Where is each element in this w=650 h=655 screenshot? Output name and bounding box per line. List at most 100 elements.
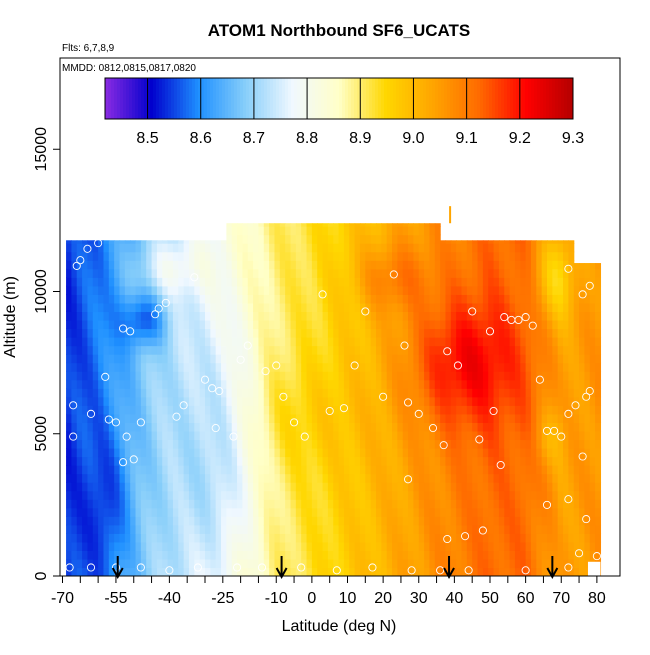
heatmap-cell bbox=[274, 430, 281, 441]
heatmap-cell bbox=[98, 345, 105, 355]
heatmap-cell bbox=[466, 388, 473, 398]
heatmap-cell bbox=[114, 277, 121, 287]
heatmap-cell bbox=[279, 294, 286, 304]
heatmap-cell bbox=[568, 507, 575, 517]
heatmap-cell bbox=[322, 362, 329, 372]
heatmap-cell bbox=[172, 251, 179, 261]
heatmap-cell bbox=[253, 277, 260, 287]
heatmap-cell bbox=[92, 490, 99, 500]
heatmap-cell bbox=[311, 541, 318, 551]
heatmap-cell bbox=[130, 405, 137, 415]
heatmap-cell bbox=[343, 413, 350, 423]
heatmap-cell bbox=[258, 405, 265, 415]
heatmap-cell bbox=[301, 294, 308, 304]
heatmap-cell bbox=[445, 439, 452, 449]
heatmap-cell bbox=[445, 371, 452, 381]
heatmap-cell bbox=[285, 371, 292, 381]
heatmap-cell bbox=[124, 533, 131, 543]
heatmap-cell bbox=[354, 337, 361, 347]
heatmap-cell bbox=[472, 328, 479, 338]
heatmap-cell bbox=[456, 345, 463, 355]
heatmap-cell bbox=[509, 328, 516, 338]
heatmap-cell bbox=[482, 362, 489, 372]
heatmap-cell bbox=[370, 328, 377, 338]
heatmap-cell bbox=[317, 345, 324, 355]
heatmap-cell bbox=[397, 260, 404, 270]
x-tick-label: 20 bbox=[374, 590, 392, 607]
heatmap-cell bbox=[365, 260, 372, 270]
heatmap-cell bbox=[557, 524, 564, 534]
heatmap-cell bbox=[418, 337, 425, 347]
heatmap-cell bbox=[392, 268, 398, 278]
heatmap-cell bbox=[135, 567, 142, 576]
heatmap-cell bbox=[258, 499, 265, 509]
heatmap-cell bbox=[488, 371, 495, 381]
heatmap-cell bbox=[172, 456, 179, 466]
heatmap-cell bbox=[402, 465, 409, 475]
heatmap-cell bbox=[595, 490, 602, 500]
heatmap-cell bbox=[183, 473, 190, 483]
heatmap-cell bbox=[552, 482, 559, 492]
heatmap-cell bbox=[306, 362, 313, 372]
heatmap-cell bbox=[162, 379, 169, 389]
heatmap-cell bbox=[557, 413, 564, 423]
heatmap-cell bbox=[263, 507, 270, 517]
heatmap-cell bbox=[194, 405, 201, 415]
heatmap-cell bbox=[429, 499, 436, 509]
heatmap-cell bbox=[568, 243, 575, 253]
heatmap-cell bbox=[124, 388, 131, 398]
heatmap-cell bbox=[434, 234, 441, 244]
heatmap-cell bbox=[547, 277, 553, 287]
heatmap-cell bbox=[311, 302, 318, 313]
heatmap-cell bbox=[568, 473, 575, 483]
heatmap-cell bbox=[162, 285, 169, 295]
heatmap-cell bbox=[547, 516, 553, 526]
heatmap-cell bbox=[579, 311, 585, 321]
heatmap-cell bbox=[322, 223, 329, 227]
heatmap-cell bbox=[338, 533, 345, 543]
heatmap-cell bbox=[269, 311, 276, 321]
heatmap-cell bbox=[536, 240, 543, 244]
heatmap-cell bbox=[114, 388, 121, 398]
heatmap-cell bbox=[311, 345, 318, 355]
heatmap-cell bbox=[108, 268, 115, 278]
heatmap-cell bbox=[514, 268, 521, 278]
heatmap-cell bbox=[552, 499, 559, 509]
heatmap-cell bbox=[557, 439, 564, 449]
heatmap-cell bbox=[66, 482, 72, 492]
colorbar-swatch bbox=[210, 78, 214, 119]
heatmap-cell bbox=[140, 337, 147, 347]
heatmap-cell bbox=[514, 482, 521, 492]
heatmap-cell bbox=[119, 240, 126, 244]
heatmap-cell bbox=[429, 328, 436, 338]
heatmap-cell bbox=[338, 311, 345, 321]
heatmap-cell bbox=[263, 234, 270, 244]
heatmap-cell bbox=[322, 541, 329, 551]
heatmap-cell bbox=[221, 413, 227, 423]
heatmap-cell bbox=[573, 567, 580, 576]
heatmap-cell bbox=[151, 439, 158, 449]
heatmap-cell bbox=[456, 422, 463, 432]
heatmap-cell bbox=[333, 524, 340, 534]
heatmap-cell bbox=[98, 362, 105, 372]
heatmap-cell bbox=[584, 550, 591, 560]
x-tick-label: -70 bbox=[51, 590, 74, 607]
heatmap-cell bbox=[343, 226, 350, 236]
colorbar-swatch bbox=[354, 78, 358, 119]
heatmap-cell bbox=[557, 302, 564, 313]
heatmap-cell bbox=[188, 447, 195, 458]
heatmap-cell bbox=[530, 447, 537, 458]
heatmap-cell bbox=[269, 490, 276, 500]
heatmap-cell bbox=[322, 533, 329, 543]
heatmap-cell bbox=[188, 277, 195, 287]
heatmap-cell bbox=[103, 277, 110, 287]
heatmap-cell bbox=[536, 507, 543, 517]
heatmap-cell bbox=[514, 465, 521, 475]
heatmap-cell bbox=[76, 567, 83, 576]
heatmap-cell bbox=[343, 243, 350, 253]
heatmap-cell bbox=[509, 388, 516, 398]
heatmap-cell bbox=[359, 473, 366, 483]
heatmap-cell bbox=[563, 550, 569, 560]
heatmap-cell bbox=[520, 482, 527, 492]
heatmap-cell bbox=[124, 567, 131, 576]
